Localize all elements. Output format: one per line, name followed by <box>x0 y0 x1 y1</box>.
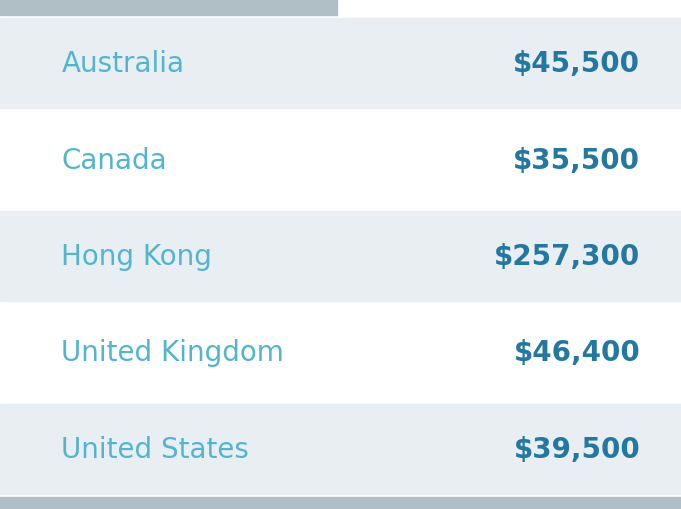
Bar <box>0 497 681 509</box>
Bar <box>0 307 681 398</box>
Bar <box>0 0 337 16</box>
Text: $35,500: $35,500 <box>513 146 640 174</box>
Bar <box>0 404 681 494</box>
Text: Hong Kong: Hong Kong <box>61 242 212 270</box>
Bar <box>0 211 681 302</box>
Text: Australia: Australia <box>61 50 185 78</box>
Text: United Kingdom: United Kingdom <box>61 338 284 366</box>
Text: United States: United States <box>61 435 249 463</box>
Text: $46,400: $46,400 <box>513 338 640 366</box>
Bar <box>0 115 681 206</box>
Text: $39,500: $39,500 <box>513 435 640 463</box>
Text: $257,300: $257,300 <box>494 242 640 270</box>
Text: $45,500: $45,500 <box>513 50 640 78</box>
Text: Canada: Canada <box>61 146 167 174</box>
Bar <box>0 19 681 109</box>
